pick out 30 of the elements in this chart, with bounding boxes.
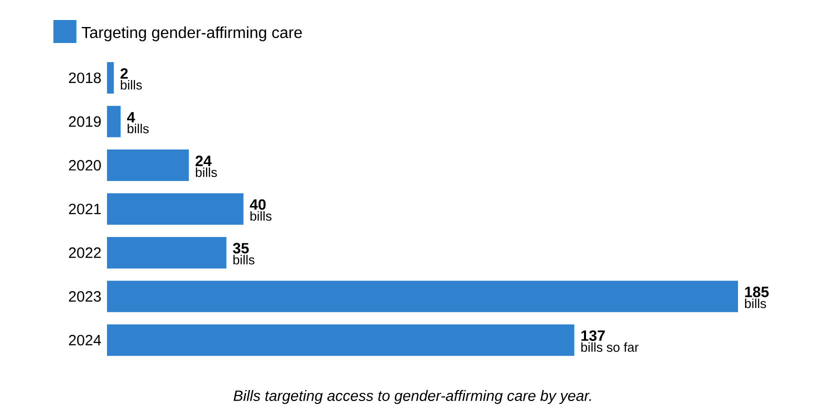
y-tick-label: 2019 <box>68 116 101 127</box>
y-tick-label: 2021 <box>68 204 101 214</box>
annotation: bills <box>250 211 272 221</box>
data-label: 24 <box>196 156 212 166</box>
y-tick-label: 2023 <box>68 291 101 302</box>
y-tick-label: 2020 <box>68 160 101 171</box>
bar <box>107 150 189 182</box>
bar <box>107 62 114 94</box>
annotation: bills <box>196 167 217 177</box>
annotation: bills <box>128 124 149 134</box>
bar <box>107 106 121 138</box>
bar <box>107 324 574 356</box>
data-label: 137 <box>581 330 605 341</box>
data-label: 35 <box>232 242 249 254</box>
annotation: bills <box>745 298 766 308</box>
data-label: 4 <box>127 112 136 122</box>
y-tick-label: 2022 <box>68 247 101 258</box>
data-label: 2 <box>120 68 128 79</box>
y-tick-label: 2018 <box>68 72 101 84</box>
data-label: 40 <box>250 199 266 210</box>
annotation: bills <box>233 254 254 264</box>
text: Bills targeting access to gender-affirming care by year. <box>234 390 591 404</box>
y-tick-label: 2024 <box>68 334 102 346</box>
data-label: 185 <box>745 286 769 298</box>
annotation: bills so far <box>581 342 639 352</box>
bar <box>107 236 226 268</box>
bar <box>107 193 244 225</box>
bar <box>107 280 738 312</box>
annotation: bills <box>120 80 142 90</box>
legend-label: Targeting gender-affirming care <box>82 26 302 42</box>
